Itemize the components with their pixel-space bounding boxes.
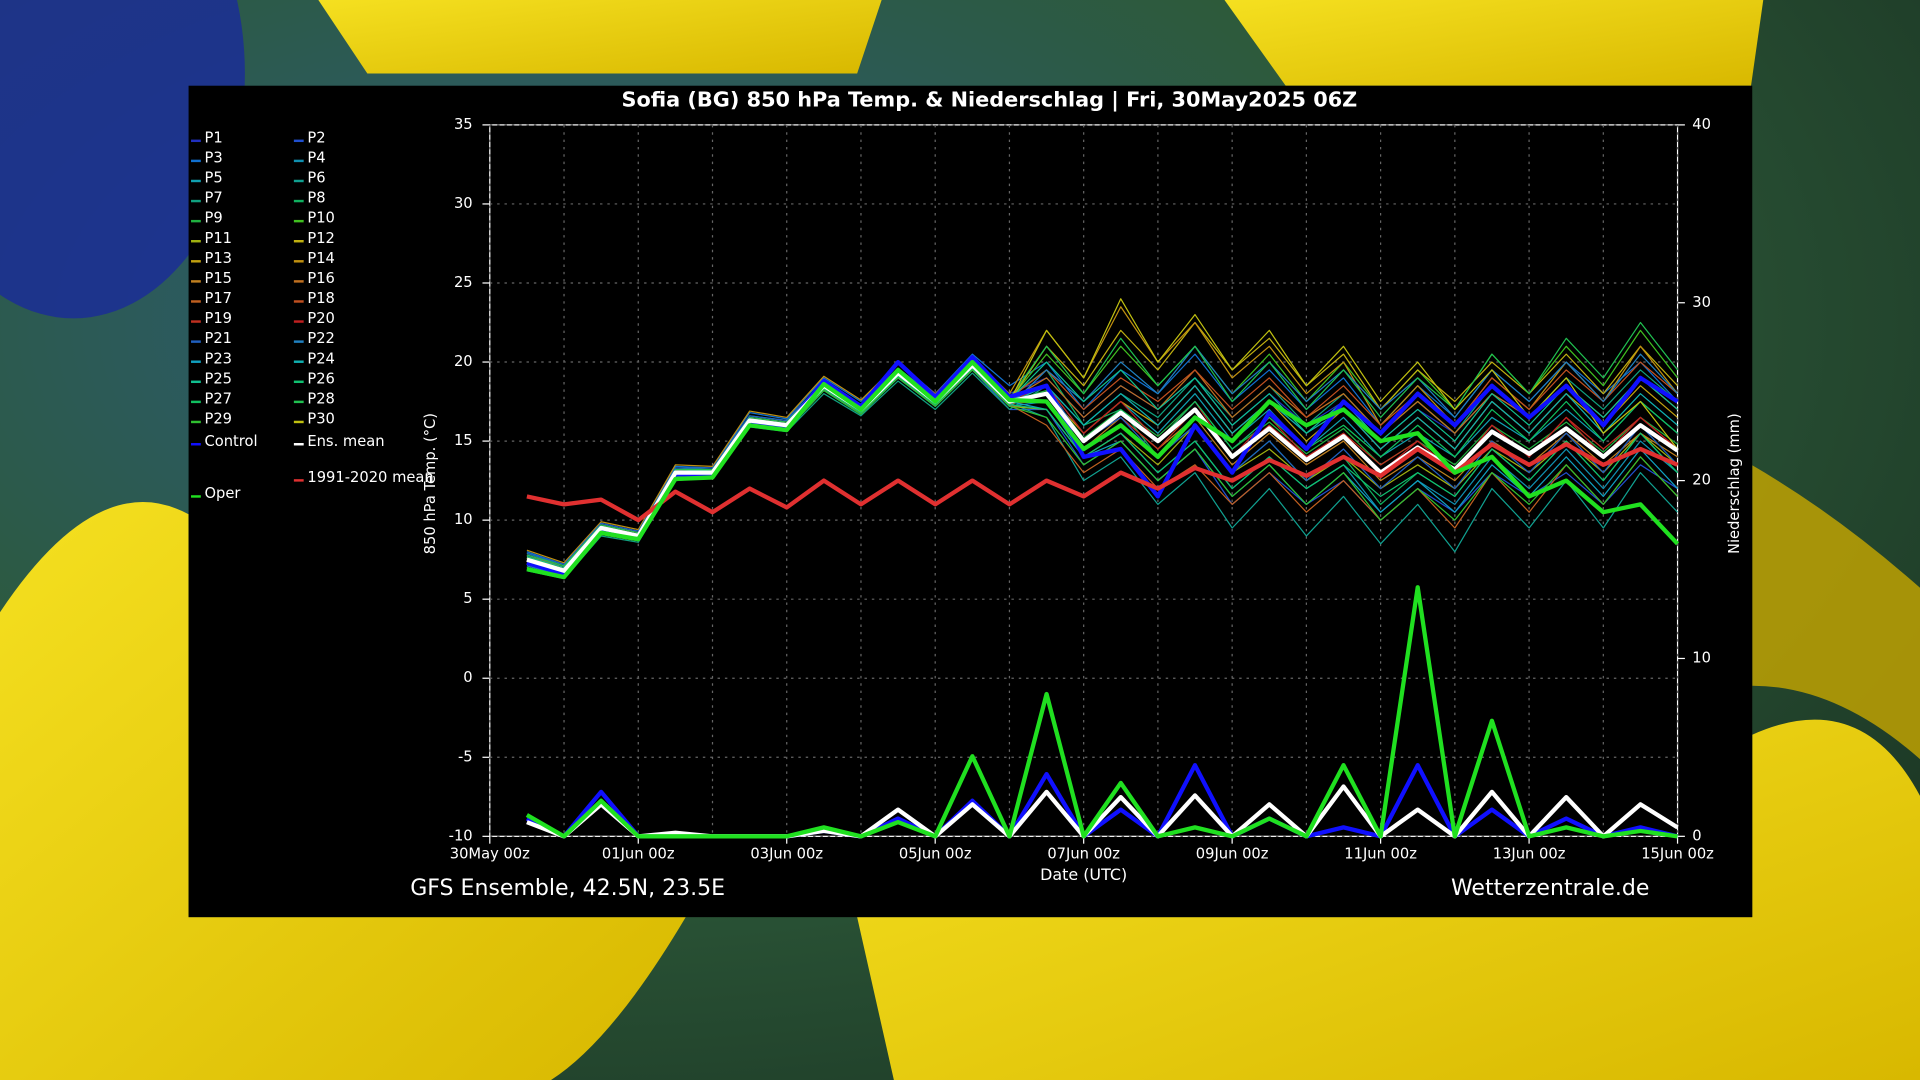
blue-blur bbox=[0, 0, 245, 319]
chart-panel bbox=[188, 85, 1753, 918]
x-tick-label: 03Jun 00z bbox=[750, 846, 823, 863]
legend-label: P10 bbox=[307, 210, 335, 227]
legend-label: P18 bbox=[307, 290, 335, 307]
legend-label: 1991-2020 mean bbox=[307, 469, 433, 486]
petal-right bbox=[857, 719, 1920, 1080]
legend-label: P13 bbox=[204, 250, 232, 267]
x-tick-label: 01Jun 00z bbox=[602, 846, 675, 863]
y-tick-label: 5 bbox=[463, 590, 472, 607]
legend-label: P2 bbox=[307, 129, 325, 146]
chart-title: Sofia (BG) 850 hPa Temp. & Niederschlag … bbox=[621, 87, 1357, 112]
legend-label: P8 bbox=[307, 190, 325, 207]
legend-label: Control bbox=[204, 433, 257, 450]
y-tick-label: 20 bbox=[454, 353, 473, 370]
x-tick-label: 05Jun 00z bbox=[899, 846, 972, 863]
legend-label: P4 bbox=[307, 149, 325, 166]
precip-line bbox=[525, 585, 1678, 839]
petal-left bbox=[0, 502, 686, 1080]
y2-tick-label: 20 bbox=[1692, 472, 1711, 489]
footer-right: Wetterzentrale.de bbox=[1451, 876, 1649, 901]
legend-label: P25 bbox=[204, 370, 232, 387]
legend-label: P23 bbox=[204, 350, 232, 367]
legend-label: P27 bbox=[204, 390, 232, 407]
x-tick-label: 09Jun 00z bbox=[1196, 846, 1269, 863]
petal-top bbox=[318, 0, 882, 74]
legend-label: P3 bbox=[204, 149, 222, 166]
x-tick-label: 13Jun 00z bbox=[1493, 846, 1566, 863]
y2-axis-label: Niederschlag (mm) bbox=[1726, 413, 1743, 554]
legend-label: P7 bbox=[204, 190, 222, 207]
temp-line bbox=[526, 442, 1679, 523]
legend-label: P5 bbox=[204, 170, 222, 187]
y2-tick-label: 10 bbox=[1692, 649, 1711, 666]
legend-label: P28 bbox=[307, 390, 335, 407]
petal-top-right bbox=[1224, 0, 1764, 86]
marks bbox=[482, 124, 1685, 844]
y-tick-label: 25 bbox=[454, 274, 473, 291]
footer-left: GFS Ensemble, 42.5N, 23.5E bbox=[410, 876, 725, 901]
legend-label: P20 bbox=[307, 310, 335, 327]
legend-label: Oper bbox=[204, 485, 241, 502]
y-tick-label: -5 bbox=[458, 748, 473, 765]
y2-tick-label: 40 bbox=[1692, 116, 1711, 133]
plot: Sofia (BG) 850 hPa Temp. & Niederschlag … bbox=[410, 87, 1743, 901]
x-tick-label: 15Jun 00z bbox=[1641, 846, 1714, 863]
x-tick-label: 07Jun 00z bbox=[1047, 846, 1120, 863]
legend-label: P24 bbox=[307, 350, 335, 367]
y-tick-label: -10 bbox=[449, 827, 473, 844]
y2-tick-label: 30 bbox=[1692, 294, 1711, 311]
y2-tick-label: 0 bbox=[1692, 827, 1701, 844]
y-axis-label: 850 hPa Temp. (°C) bbox=[422, 413, 439, 554]
legend-label: P12 bbox=[307, 230, 335, 247]
legend-label: P30 bbox=[307, 411, 335, 428]
legend-label: P21 bbox=[204, 330, 232, 347]
petal-edge bbox=[1752, 465, 1920, 760]
y-tick-label: 0 bbox=[463, 669, 472, 686]
x-axis-label: Date (UTC) bbox=[1040, 865, 1127, 884]
y-tick-label: 15 bbox=[454, 432, 473, 449]
y-tick-label: 35 bbox=[454, 116, 473, 133]
legend-label: P17 bbox=[204, 290, 232, 307]
temp-line bbox=[526, 359, 1680, 580]
legend-label: P15 bbox=[204, 270, 232, 287]
legend-label: P11 bbox=[204, 230, 232, 247]
legend-label: P9 bbox=[204, 210, 222, 227]
legend-label: P6 bbox=[307, 170, 325, 187]
legend-label: P26 bbox=[307, 370, 335, 387]
x-tick-label: 11Jun 00z bbox=[1344, 846, 1417, 863]
y-tick-label: 10 bbox=[454, 511, 473, 528]
y-tick-label: 30 bbox=[454, 195, 473, 212]
temp-line bbox=[526, 362, 1679, 573]
x-tick-label: 30May 00z bbox=[450, 846, 530, 863]
legend-label: P1 bbox=[204, 129, 222, 146]
legend-label: P14 bbox=[307, 250, 335, 267]
legend-label: P29 bbox=[204, 411, 232, 428]
legend-label: P22 bbox=[307, 330, 335, 347]
legend-label: P19 bbox=[204, 310, 232, 327]
legend-label: Ens. mean bbox=[307, 433, 384, 450]
legend-label: P16 bbox=[307, 270, 335, 287]
